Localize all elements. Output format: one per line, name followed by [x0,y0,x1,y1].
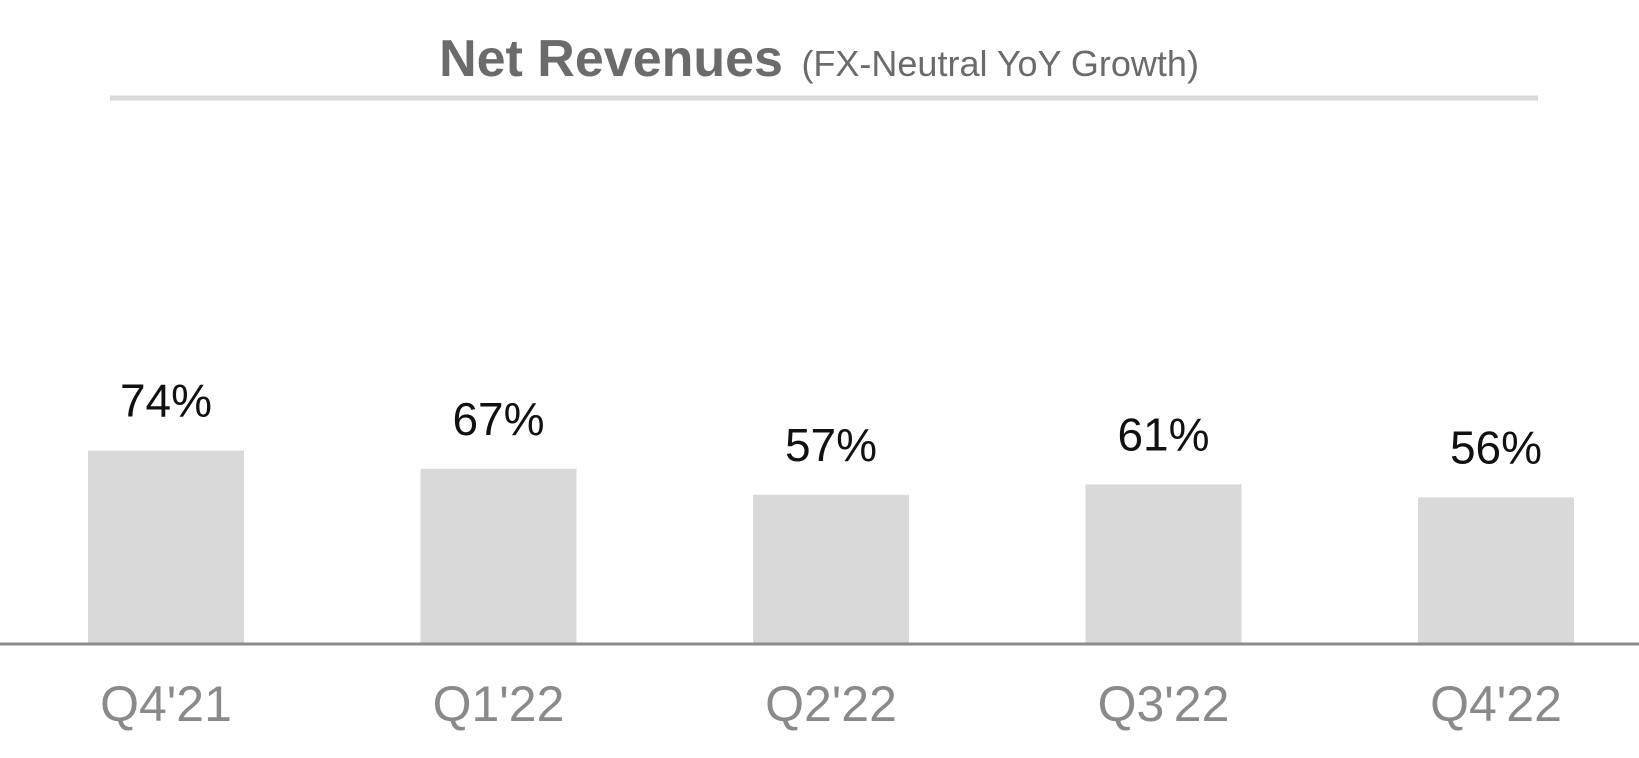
value-label-1: 67% [452,393,544,445]
bar-3 [1085,484,1242,643]
category-label-0: Q4'21 [100,676,232,732]
chart-subtitle: (FX-Neutral YoY Growth) [801,43,1199,84]
chart-title-main: Net Revenues [439,30,783,88]
category-label-3: Q3'22 [1098,676,1230,732]
category-label-4: Q4'22 [1430,676,1562,732]
value-label-2: 57% [785,419,877,471]
category-labels-group: Q4'21 Q1'22 Q2'22 Q3'22 Q4'22 [100,676,1562,732]
chart-title: Net Revenues (FX-Neutral YoY Growth) [439,30,1199,88]
category-label-2: Q2'22 [765,676,897,732]
value-label-3: 61% [1117,408,1209,460]
value-labels-group: 74% 67% 57% 61% 56% [120,375,1542,474]
bar-1 [420,468,577,643]
value-label-0: 74% [120,375,212,427]
value-label-4: 56% [1450,421,1542,473]
bar-0 [88,450,244,643]
bar-4 [1418,497,1574,643]
bar-2 [753,494,909,643]
category-label-1: Q1'22 [433,676,565,732]
bars-group [88,450,1574,643]
